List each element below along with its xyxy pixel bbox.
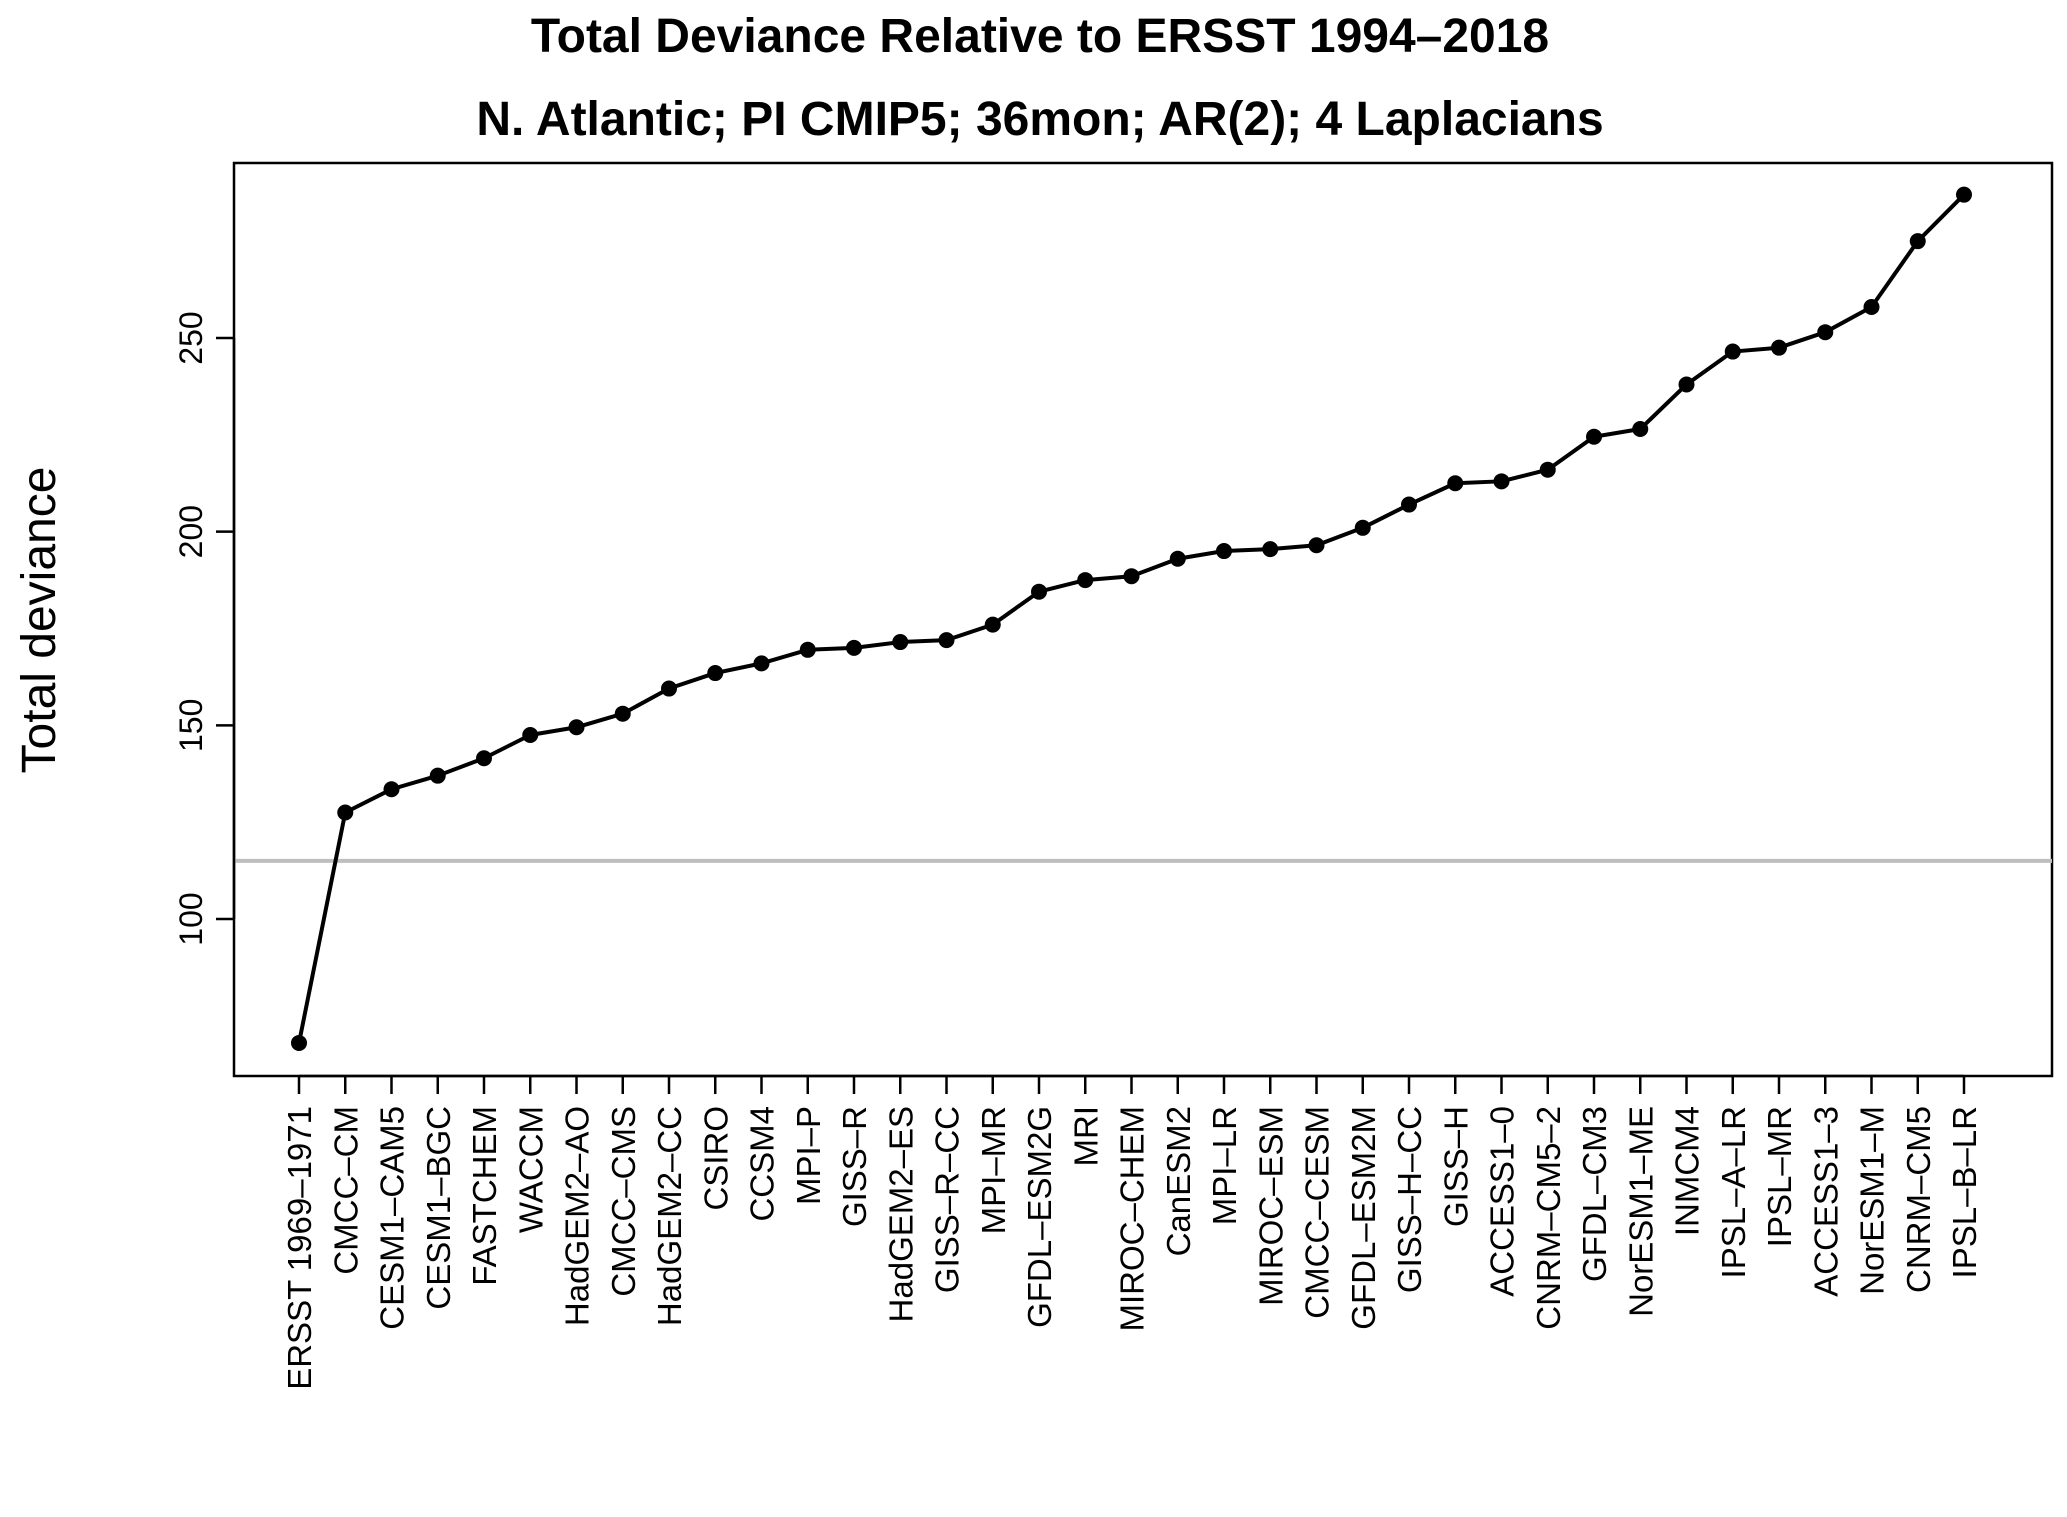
data-point xyxy=(429,767,446,784)
x-tick-label: FASTCHEM xyxy=(466,1106,503,1286)
data-point xyxy=(753,655,770,672)
data-point xyxy=(1771,339,1787,356)
x-tick-label: MPI–MR xyxy=(975,1106,1012,1234)
chart-subtitle: N. Atlantic; PI CMIP5; 36mon; AR(2); 4 L… xyxy=(476,93,1603,146)
x-tick-label: WACCM xyxy=(512,1106,549,1233)
data-point xyxy=(614,705,631,722)
data-point xyxy=(1262,541,1279,558)
x-tick-label: MIROC–CHEM xyxy=(1114,1106,1151,1332)
x-tick-label: GFDL–CM3 xyxy=(1576,1106,1613,1282)
x-tick-label: CNRM–CM5 xyxy=(1900,1106,1937,1293)
data-point xyxy=(707,665,724,682)
data-point xyxy=(846,639,862,656)
data-point xyxy=(568,719,585,736)
data-point xyxy=(1308,537,1325,554)
x-tick-label: IPSL–MR xyxy=(1761,1106,1798,1247)
chart-title: Total Deviance Relative to ERSST 1994–20… xyxy=(531,10,1549,63)
y-tick-label: 200 xyxy=(173,505,209,558)
data-point xyxy=(1123,568,1140,585)
x-tick-label: HadGEM2–ES xyxy=(882,1106,919,1322)
x-tick-label: CSIRO xyxy=(697,1106,734,1211)
x-axis: ERSST 1969–1971 CMCC–CM CESM1–CAM5 CESM1–BG… xyxy=(281,1074,1983,1390)
data-point xyxy=(1216,543,1232,560)
x-tick-label: CMCC–CM xyxy=(327,1106,364,1275)
data-point xyxy=(1401,496,1417,513)
data-point xyxy=(1077,572,1094,589)
data-point xyxy=(1586,428,1602,445)
x-tick-label: CanESM2 xyxy=(1160,1106,1197,1256)
x-tick-label: ERSST 1969–1971 xyxy=(281,1106,318,1390)
y-axis-label: Total deviance xyxy=(13,467,66,774)
x-tick-label: GFDL–ESM2G xyxy=(1021,1106,1058,1328)
data-point xyxy=(1956,186,1972,203)
data-point xyxy=(337,804,354,821)
x-tick-label: HadGEM2–AO xyxy=(559,1106,596,1326)
series-line xyxy=(297,193,1966,1044)
data-point xyxy=(661,680,677,697)
data-point xyxy=(383,781,400,798)
x-tick-label: MIROC–ESM xyxy=(1252,1106,1289,1306)
data-point xyxy=(938,632,955,649)
x-tick-label: GISS–R xyxy=(836,1106,873,1227)
x-tick-label: GISS–R–CC xyxy=(929,1106,966,1293)
x-tick-label: MPI–P xyxy=(790,1106,827,1205)
data-point xyxy=(1169,550,1186,567)
x-tick-label: GFDL–ESM2M xyxy=(1345,1106,1382,1330)
x-tick-label: HadGEM2–CC xyxy=(651,1106,688,1326)
x-tick-label: GISS–H–CC xyxy=(1391,1106,1428,1293)
y-axis: 100 150 200 250 xyxy=(173,311,236,946)
x-tick-label: CMCC–CESM xyxy=(1299,1106,1336,1319)
x-tick-label: CMCC–CMS xyxy=(605,1106,642,1297)
x-tick-label: NorESM1–ME xyxy=(1622,1106,1659,1317)
y-tick-label: 250 xyxy=(173,311,209,364)
data-point xyxy=(984,616,1001,633)
data-point xyxy=(1031,583,1047,600)
x-tick-label: INMCM4 xyxy=(1669,1106,1706,1236)
plot-frame xyxy=(232,161,2054,1078)
data-point xyxy=(522,727,539,744)
data-point xyxy=(291,1034,307,1051)
data-point xyxy=(1909,233,1926,250)
data-point xyxy=(892,634,909,651)
x-tick-label: MRI xyxy=(1067,1106,1104,1167)
series-layer xyxy=(291,186,1972,1051)
data-point xyxy=(1354,519,1371,536)
data-point xyxy=(1447,475,1464,492)
x-tick-label: ACCESS1–3 xyxy=(1807,1106,1844,1297)
data-point xyxy=(476,750,492,767)
x-tick-label: IPSL–B–LR xyxy=(1946,1106,1983,1278)
x-tick-label: CCSM4 xyxy=(744,1106,781,1222)
x-tick-label: MPI–LR xyxy=(1206,1106,1243,1225)
x-tick-label: NorESM1–M xyxy=(1854,1106,1891,1295)
data-point xyxy=(1817,324,1834,341)
data-point xyxy=(1724,343,1741,360)
x-tick-label: CESM1–CAM5 xyxy=(374,1106,411,1330)
data-point xyxy=(1678,376,1695,393)
y-tick-label: 100 xyxy=(173,892,209,945)
y-tick-label: 150 xyxy=(173,699,209,752)
data-point xyxy=(1863,299,1880,316)
data-point xyxy=(1493,473,1510,490)
x-tick-label: CNRM–CM5–2 xyxy=(1530,1106,1567,1330)
x-tick-label: GISS–H xyxy=(1437,1106,1474,1227)
x-tick-label: ACCESS1–0 xyxy=(1484,1106,1521,1297)
data-point xyxy=(799,641,816,658)
x-tick-label: CESM1–BGC xyxy=(420,1106,457,1310)
data-point xyxy=(1539,461,1556,478)
data-point xyxy=(1632,421,1649,438)
x-tick-label: IPSL–A–LR xyxy=(1715,1106,1752,1278)
